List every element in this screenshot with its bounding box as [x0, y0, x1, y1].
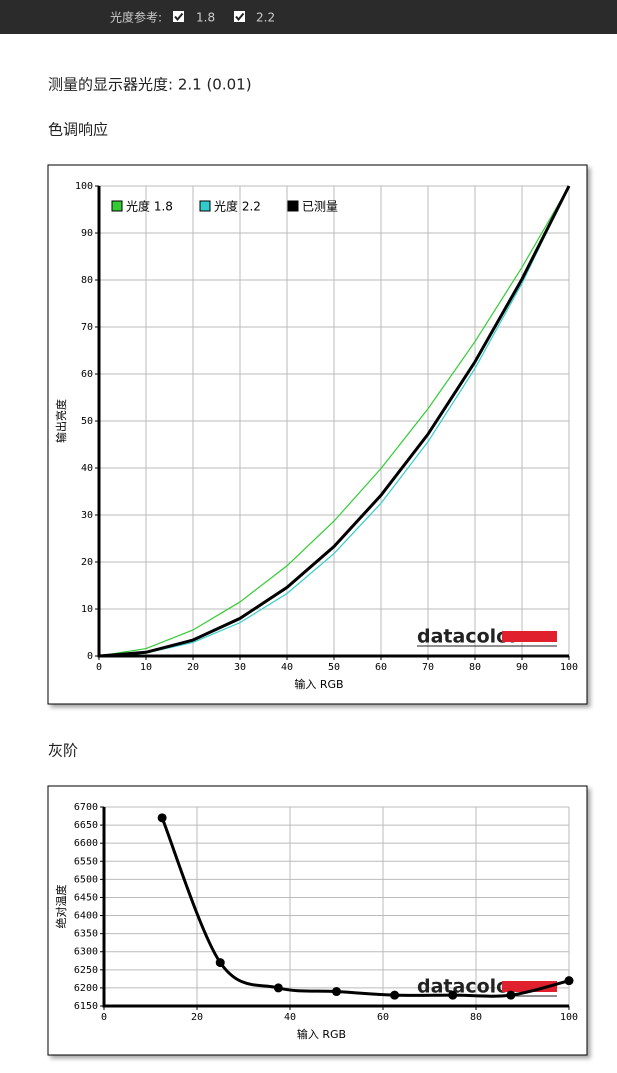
data-point — [506, 990, 516, 1000]
y-axis-title: 绝对温度 — [54, 885, 68, 929]
data-point — [273, 983, 283, 993]
data-point — [332, 987, 341, 997]
checkbox[interactable] — [173, 11, 184, 22]
chart-frame — [47, 785, 588, 1056]
legend-swatch — [199, 200, 211, 212]
x-tick-label: 0 — [101, 1012, 107, 1023]
series-line — [98, 185, 571, 658]
legend-swatch — [287, 200, 299, 212]
data-point — [157, 813, 167, 823]
y-tick-label: 6550 — [74, 856, 98, 867]
chart-frame — [47, 164, 588, 705]
watermark: datacolor — [417, 626, 519, 648]
watermark-bar — [502, 981, 557, 992]
series-line — [98, 185, 570, 657]
watermark: datacolor — [417, 976, 519, 998]
y-tick-label: 6200 — [74, 983, 98, 994]
series-line — [160, 817, 570, 998]
y-tick-label: 0 — [87, 651, 93, 662]
x-tick-label: 80 — [470, 1012, 482, 1023]
y-tick-label: 6600 — [74, 838, 98, 849]
data-point — [390, 990, 400, 1000]
legend-label: 光度 1.8 — [126, 199, 173, 214]
x-axis-title: 输入 RGB — [294, 677, 343, 691]
legend-label: 光度 2.2 — [214, 199, 261, 214]
series-line — [98, 185, 570, 657]
x-tick-label: 90 — [516, 662, 528, 673]
x-tick-label: 100 — [560, 1012, 578, 1023]
y-tick-label: 10 — [81, 604, 93, 615]
data-point — [215, 958, 225, 968]
x-tick-label: 20 — [191, 1012, 203, 1023]
x-tick-label: 40 — [281, 662, 293, 673]
toolbar-label: 光度参考: — [110, 10, 162, 25]
y-tick-label: 6500 — [74, 874, 98, 885]
y-tick-label: 60 — [81, 369, 93, 380]
y-tick-label: 6400 — [74, 911, 98, 922]
checkbox-label[interactable]: 1.8 — [196, 11, 215, 25]
y-tick-label: 6350 — [74, 929, 98, 940]
watermark-bar — [502, 631, 557, 642]
section-title: 灰阶 — [48, 742, 78, 760]
y-tick-label: 90 — [81, 228, 93, 239]
y-tick-label: 20 — [81, 557, 93, 568]
x-tick-label: 50 — [328, 662, 340, 673]
checkbox-label[interactable]: 2.2 — [256, 11, 275, 25]
y-tick-label: 100 — [75, 181, 93, 192]
x-tick-label: 30 — [234, 662, 246, 673]
y-tick-label: 6150 — [74, 1001, 98, 1012]
x-tick-label: 100 — [560, 662, 578, 673]
y-tick-label: 70 — [81, 322, 93, 333]
y-tick-label: 6450 — [74, 892, 98, 903]
y-axis-title: 输出亮度 — [54, 399, 68, 443]
y-tick-label: 6300 — [74, 947, 98, 958]
x-axis-title: 输入 RGB — [297, 1027, 346, 1041]
x-tick-label: 60 — [375, 662, 387, 673]
y-tick-label: 40 — [81, 463, 93, 474]
y-tick-label: 30 — [81, 510, 93, 521]
y-tick-label: 6650 — [74, 820, 98, 831]
section-title: 色调响应 — [48, 121, 108, 139]
x-tick-label: 60 — [377, 1012, 389, 1023]
x-tick-label: 20 — [187, 662, 199, 673]
y-tick-label: 6250 — [74, 965, 98, 976]
y-tick-label: 80 — [81, 275, 93, 286]
x-tick-label: 0 — [96, 662, 102, 673]
x-tick-label: 10 — [140, 662, 152, 673]
legend-label: 已测量 — [302, 200, 338, 214]
x-tick-label: 80 — [469, 662, 481, 673]
toolbar — [0, 0, 617, 34]
x-tick-label: 70 — [422, 662, 434, 673]
data-point — [448, 990, 458, 1000]
checkbox[interactable] — [234, 11, 245, 22]
measured-gamma: 测量的显示器光度: 2.1 (0.01) — [48, 76, 252, 94]
y-tick-label: 6700 — [74, 802, 98, 813]
x-tick-label: 40 — [284, 1012, 296, 1023]
legend-swatch — [111, 200, 123, 212]
y-tick-label: 50 — [81, 416, 93, 427]
data-point — [564, 976, 574, 986]
